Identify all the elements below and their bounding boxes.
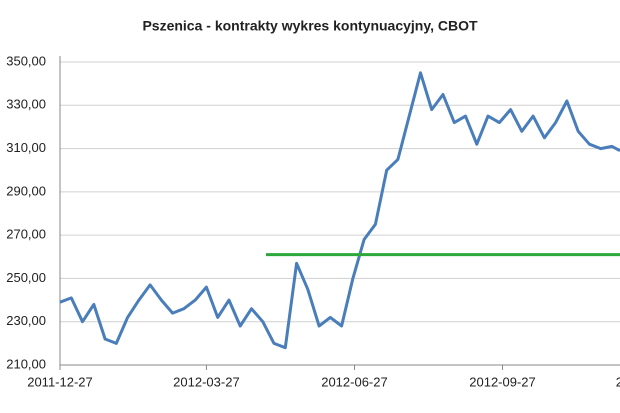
y-tick-label: 250,00	[6, 270, 46, 285]
x-tick-label: 2011-12-27	[27, 374, 93, 389]
y-tick-label: 330,00	[6, 97, 46, 112]
x-tick-label: 2012-06-27	[321, 374, 388, 389]
x-tick-label: 2012-09-27	[469, 374, 536, 389]
x-tick-label: 2012-03-27	[173, 374, 240, 389]
y-tick-label: 230,00	[6, 313, 46, 328]
y-tick-label: 350,00	[6, 53, 46, 68]
y-tick-label: 310,00	[6, 140, 46, 155]
chart-title: Pszenica - kontrakty wykres kontynuacyjn…	[142, 18, 478, 34]
y-tick-label: 210,00	[6, 356, 46, 371]
y-tick-label: 270,00	[6, 227, 46, 242]
series-line	[59, 71, 620, 350]
x-tick-label: 2012-12-27	[616, 374, 620, 389]
y-tick-label: 290,00	[6, 183, 46, 198]
